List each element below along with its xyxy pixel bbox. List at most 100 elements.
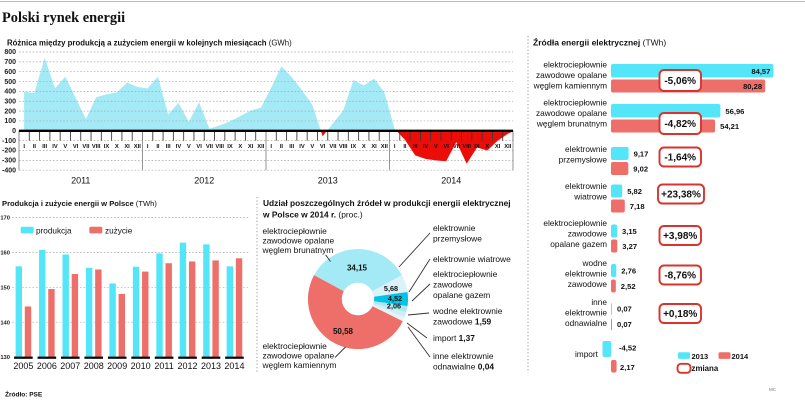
svg-text:-200: -200 xyxy=(2,148,16,155)
svg-text:wodne: wodne xyxy=(582,258,608,268)
svg-text:zmiana: zmiana xyxy=(692,364,719,373)
svg-text:zawodowe opalane: zawodowe opalane xyxy=(263,236,335,246)
svg-text:elektrownie: elektrownie xyxy=(565,308,607,318)
svg-text:I: I xyxy=(23,144,25,150)
svg-text:zużycie: zużycie xyxy=(105,227,133,236)
svg-text:9,17: 9,17 xyxy=(634,150,649,159)
svg-text:elektrownie wiatrowe: elektrownie wiatrowe xyxy=(433,254,511,264)
svg-text:XI: XI xyxy=(248,144,254,150)
svg-text:2,06: 2,06 xyxy=(387,302,401,311)
svg-text:IV: IV xyxy=(423,144,429,150)
svg-text:Polski rynek energii: Polski rynek energii xyxy=(2,10,125,26)
svg-text:VIII: VIII xyxy=(215,144,224,150)
svg-text:2014: 2014 xyxy=(224,361,244,371)
svg-text:2013: 2013 xyxy=(318,176,338,186)
svg-text:2011: 2011 xyxy=(71,176,90,186)
svg-text:56,96: 56,96 xyxy=(725,107,744,116)
svg-text:węglem brunatnym: węglem brunatnym xyxy=(262,245,334,255)
svg-text:5,82: 5,82 xyxy=(627,187,642,196)
svg-text:54,21: 54,21 xyxy=(720,122,740,131)
svg-text:0: 0 xyxy=(12,128,16,135)
svg-text:XI: XI xyxy=(124,144,130,150)
svg-text:Źródło: PSE: Źródło: PSE xyxy=(5,390,43,399)
svg-text:3,27: 3,27 xyxy=(622,242,637,251)
svg-text:II: II xyxy=(403,144,407,150)
svg-text:IX: IX xyxy=(474,144,480,150)
svg-text:wodne elektrownie: wodne elektrownie xyxy=(432,306,503,316)
svg-text:600: 600 xyxy=(4,69,16,76)
svg-text:elektrociepłownie: elektrociepłownie xyxy=(263,226,328,236)
svg-text:140: 140 xyxy=(0,320,10,326)
svg-text:170: 170 xyxy=(0,216,10,222)
svg-text:0,07: 0,07 xyxy=(617,305,632,314)
svg-text:VIII: VIII xyxy=(92,144,101,150)
svg-text:import 1,37: import 1,37 xyxy=(433,333,475,343)
svg-text:2014: 2014 xyxy=(441,176,461,186)
svg-text:zawodowe 1,59: zawodowe 1,59 xyxy=(433,317,492,327)
svg-text:-1,64%: -1,64% xyxy=(664,153,696,164)
svg-text:elektrociepłownie: elektrociepłownie xyxy=(543,60,607,70)
svg-text:IX: IX xyxy=(104,144,110,150)
svg-text:IV: IV xyxy=(299,144,305,150)
svg-text:MC: MC xyxy=(769,387,777,392)
svg-text:150: 150 xyxy=(0,285,10,291)
svg-text:import: import xyxy=(575,349,599,359)
svg-text:IV: IV xyxy=(52,144,58,150)
svg-text:50,58: 50,58 xyxy=(333,327,354,336)
svg-text:V: V xyxy=(63,144,67,150)
svg-text:X: X xyxy=(485,144,489,150)
svg-text:V: V xyxy=(187,144,191,150)
svg-text:VII: VII xyxy=(329,144,336,150)
svg-text:300: 300 xyxy=(4,98,16,105)
svg-text:9,02: 9,02 xyxy=(633,165,648,174)
svg-text:2012: 2012 xyxy=(194,176,214,186)
svg-text:IX: IX xyxy=(227,144,233,150)
svg-text:0,07: 0,07 xyxy=(617,320,632,329)
svg-text:2008: 2008 xyxy=(84,361,104,371)
svg-text:I: I xyxy=(394,144,396,150)
svg-text:XII: XII xyxy=(504,144,511,150)
svg-text:2,17: 2,17 xyxy=(620,363,635,372)
svg-text:XII: XII xyxy=(134,144,141,150)
svg-text:IV: IV xyxy=(176,144,182,150)
svg-text:w Polsce w 2014 r. (proc.): w Polsce w 2014 r. (proc.) xyxy=(262,210,363,220)
svg-text:zawodowe: zawodowe xyxy=(568,229,608,239)
svg-text:II: II xyxy=(280,144,284,150)
svg-text:100: 100 xyxy=(4,118,16,125)
svg-text:zawodowe opalane: zawodowe opalane xyxy=(536,108,607,118)
svg-text:elektrownie: elektrownie xyxy=(565,144,607,154)
svg-text:4,52: 4,52 xyxy=(388,294,402,303)
svg-text:III: III xyxy=(413,144,418,150)
svg-text:elektrownie: elektrownie xyxy=(433,223,476,233)
svg-text:2012: 2012 xyxy=(178,361,198,371)
svg-text:VII: VII xyxy=(453,144,460,150)
svg-text:V: V xyxy=(434,144,438,150)
svg-text:2005: 2005 xyxy=(13,361,33,371)
svg-text:opalane gazem: opalane gazem xyxy=(550,239,607,249)
svg-text:zawodowe: zawodowe xyxy=(568,279,608,289)
svg-text:-4,52: -4,52 xyxy=(619,344,636,353)
svg-text:VIII: VIII xyxy=(339,144,348,150)
svg-text:produkcja: produkcja xyxy=(36,227,72,236)
svg-text:elektrownie: elektrownie xyxy=(565,181,607,191)
svg-text:IX: IX xyxy=(351,144,357,150)
svg-text:+0,18%: +0,18% xyxy=(663,309,697,320)
svg-text:elektrociepłownie: elektrociepłownie xyxy=(543,98,607,108)
svg-text:XII: XII xyxy=(257,144,264,150)
svg-text:inne: inne xyxy=(591,297,607,307)
svg-text:Udział poszczególnych źródeł w: Udział poszczególnych źródeł w produkcji… xyxy=(263,198,511,208)
svg-text:-100: -100 xyxy=(2,138,16,145)
svg-text:XII: XII xyxy=(381,144,388,150)
svg-text:5,68: 5,68 xyxy=(384,284,398,293)
svg-text:Różnica między produkcją a zuż: Różnica między produkcją a zużyciem ener… xyxy=(7,39,292,48)
svg-text:X: X xyxy=(115,144,119,150)
svg-text:węglem brunatnym: węglem brunatnym xyxy=(536,119,607,129)
svg-text:2009: 2009 xyxy=(107,361,127,371)
svg-text:700: 700 xyxy=(4,59,16,66)
svg-text:VII: VII xyxy=(206,144,213,150)
svg-text:3,15: 3,15 xyxy=(622,227,638,236)
svg-text:34,15: 34,15 xyxy=(347,264,368,273)
svg-text:Źródła energii elektrycznej (T: Źródła energii elektrycznej (TWh) xyxy=(533,38,666,48)
svg-text:zawodowe opalane: zawodowe opalane xyxy=(536,70,607,80)
svg-text:2013: 2013 xyxy=(201,361,221,371)
